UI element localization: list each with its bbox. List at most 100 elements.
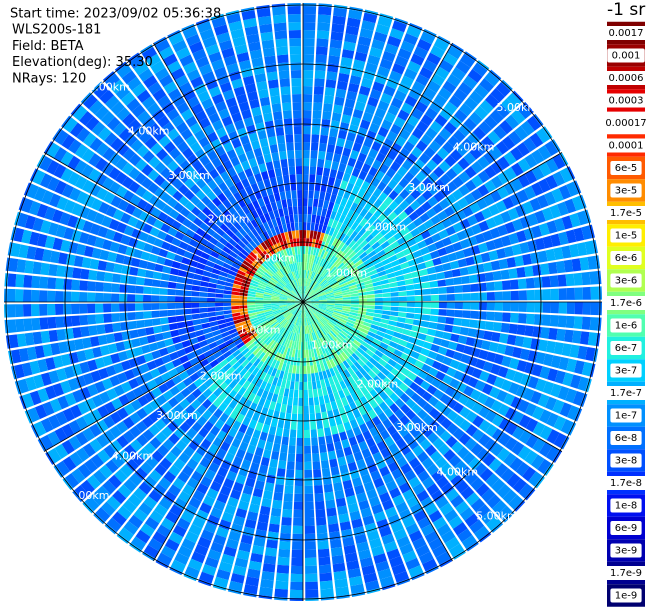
ray-segment xyxy=(163,490,177,504)
ray-segment xyxy=(293,126,302,135)
ray-segment xyxy=(539,409,552,424)
ray-segment xyxy=(346,209,355,219)
ray-segment xyxy=(406,25,422,38)
ray-segment xyxy=(303,302,311,305)
ray-segment xyxy=(388,442,399,454)
ray-segment xyxy=(400,334,410,342)
ray-segment xyxy=(325,309,334,314)
ray-segment xyxy=(167,227,178,237)
ray-segment xyxy=(226,62,240,74)
ray-segment xyxy=(241,109,252,120)
ray-segment xyxy=(498,258,509,270)
ray-segment xyxy=(259,214,267,224)
ray-segment xyxy=(482,262,493,272)
ray-segment xyxy=(454,285,463,293)
ray-segment xyxy=(268,425,277,436)
ray-segment xyxy=(435,66,450,80)
ray-segment xyxy=(247,91,259,102)
ray-segment xyxy=(391,468,403,480)
ray-segment xyxy=(432,544,447,558)
ray-segment xyxy=(372,159,382,170)
ray-segment xyxy=(216,368,226,377)
ray-segment xyxy=(153,174,166,187)
ray-segment xyxy=(310,297,319,301)
ray-segment xyxy=(381,337,391,345)
ray-segment xyxy=(176,247,186,257)
ray-segment xyxy=(262,47,276,58)
ray-segment xyxy=(374,107,387,119)
ray-segment xyxy=(303,413,310,422)
ray-segment xyxy=(523,388,535,402)
ray-segment xyxy=(190,410,202,421)
ray-segment xyxy=(358,367,368,377)
ray-segment xyxy=(119,303,128,312)
ray-segment xyxy=(98,367,109,380)
ray-segment xyxy=(508,130,522,146)
ray-segment xyxy=(447,252,458,262)
ray-segment xyxy=(270,227,277,237)
ray-segment xyxy=(261,497,272,508)
ray-segment xyxy=(308,190,314,199)
colorbar-label: 1e-8 xyxy=(615,501,638,512)
ray-segment xyxy=(338,162,347,173)
ray-segment xyxy=(265,313,274,319)
ray-segment xyxy=(248,157,258,168)
ray-segment xyxy=(354,134,365,145)
ray-segment xyxy=(293,214,299,223)
ray-segment xyxy=(297,254,301,263)
ray-segment xyxy=(256,312,265,317)
ray-segment xyxy=(251,544,265,555)
ray-segment xyxy=(109,411,122,424)
ray-segment xyxy=(256,287,265,292)
ray-segment xyxy=(127,294,136,302)
ray-segment xyxy=(304,549,317,558)
ray-segment xyxy=(232,335,241,342)
ray-segment xyxy=(67,171,81,186)
ray-segment xyxy=(332,327,341,334)
ray-segment xyxy=(375,560,390,572)
ray-segment xyxy=(261,390,269,400)
ray-segment xyxy=(483,396,496,409)
ray-segment xyxy=(264,310,273,315)
ray-segment xyxy=(251,276,261,283)
ray-segment xyxy=(263,153,272,163)
ray-segment xyxy=(285,190,292,200)
ray-segment xyxy=(326,293,335,297)
ray-segment xyxy=(82,179,95,194)
ray-segment xyxy=(192,489,205,502)
ray-segment xyxy=(576,210,589,226)
ray-segment xyxy=(291,78,302,87)
ray-segment xyxy=(346,347,354,356)
ray-segment xyxy=(375,422,386,434)
ray-segment xyxy=(335,221,343,231)
ray-segment xyxy=(231,305,240,310)
ray-segment xyxy=(303,78,313,87)
ray-segment xyxy=(365,419,375,430)
colorbar-label: 3e-5 xyxy=(615,186,638,197)
ray-segment xyxy=(122,430,136,443)
ray-segment xyxy=(187,96,200,109)
ray-segment xyxy=(458,432,471,446)
ray-segment xyxy=(464,398,477,410)
ray-segment xyxy=(136,434,149,447)
ray-segment xyxy=(326,303,335,306)
colorbar-label-box xyxy=(600,116,647,130)
ray-segment xyxy=(339,521,352,531)
ray-segment xyxy=(359,217,368,227)
ray-segment xyxy=(347,461,358,472)
ray-segment xyxy=(369,327,378,334)
ray-segment xyxy=(106,495,121,511)
ray-segment xyxy=(534,210,546,224)
ray-segment xyxy=(175,302,184,309)
ray-segment xyxy=(363,402,373,413)
ray-segment xyxy=(329,458,338,468)
ray-segment xyxy=(133,508,148,523)
ray-segment xyxy=(383,386,394,397)
ray-segment xyxy=(361,230,371,240)
ray-segment xyxy=(443,206,455,217)
ray-segment xyxy=(282,110,292,120)
ray-segment xyxy=(383,350,394,358)
ray-segment xyxy=(96,485,111,500)
ray-segment xyxy=(305,557,317,566)
ray-segment xyxy=(188,523,203,536)
